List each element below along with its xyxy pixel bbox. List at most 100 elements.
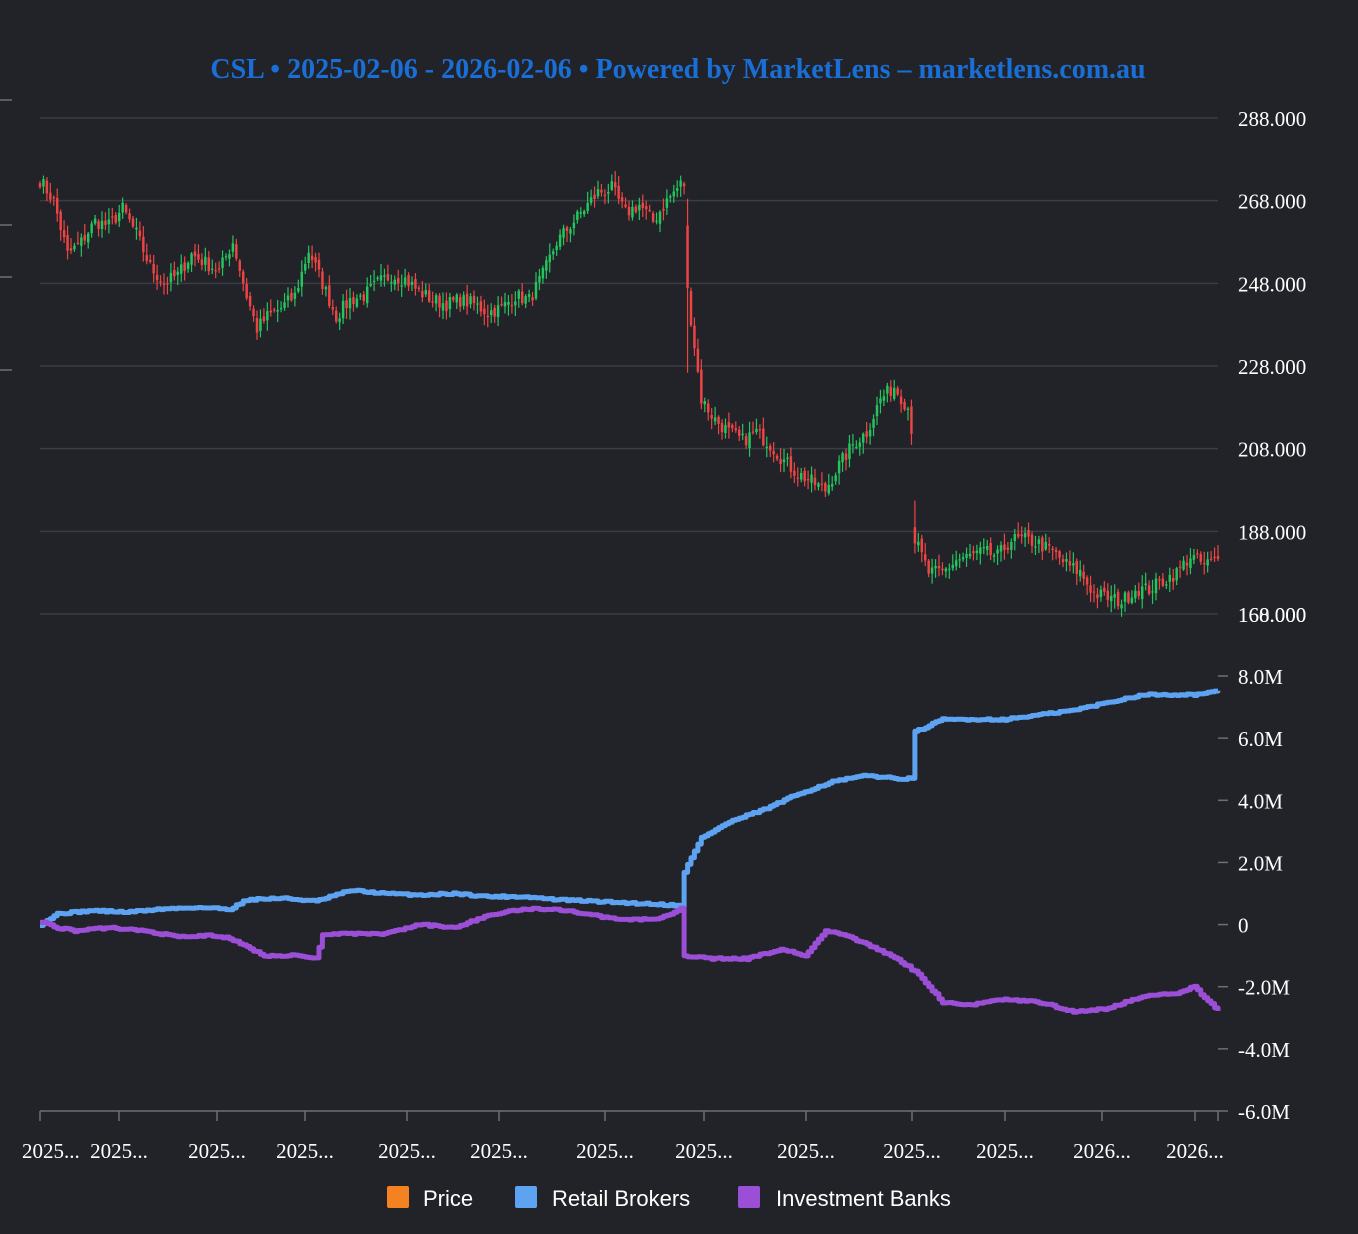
candle-body [1109,595,1113,602]
chart-title: CSL • 2025-02-06 - 2026-02-06 • Powered … [210,54,1145,85]
candle-body [555,245,558,251]
candle-body [314,257,317,263]
candle-body [520,291,524,304]
candle-body [517,290,521,299]
candle-body [462,295,465,306]
candle-body [328,285,331,306]
legend: Price Retail Brokers Investment Banks [387,1186,951,1211]
candle-body [1134,590,1137,599]
candle-body [80,237,83,246]
candle-body [830,483,834,487]
candle-body [851,444,855,446]
candle-body [586,203,589,212]
candle-body [1206,559,1209,566]
candle-body [169,272,173,283]
candle-body [620,197,624,202]
candle-body [131,218,135,227]
candle-body [710,415,713,419]
candle-body [579,212,583,214]
legend-item-retail-brokers[interactable]: Retail Brokers [515,1186,690,1211]
candle-body [793,470,796,476]
candle-body [148,260,152,262]
flow-tick-label: -4.0M [1238,1038,1290,1062]
candle-body [827,485,831,494]
legend-label-retail-brokers: Retail Brokers [552,1186,690,1211]
candle-body [558,234,562,247]
price-tick-label: 188.000 [1238,520,1306,544]
candle-body [820,483,824,485]
candle-body [855,446,858,449]
candle-body [221,257,224,268]
candle-body [958,559,961,561]
candle-body [424,290,428,295]
candle-body [1058,551,1061,558]
candle-body [1082,571,1085,579]
candle-body [972,551,975,554]
candle-body [879,398,882,404]
candle-body [658,211,662,224]
candle-body [1061,559,1065,563]
candle-body [1161,578,1165,586]
candle-body [100,220,104,230]
candle-body [1092,591,1096,593]
candle-body [1178,566,1182,568]
candle-body [1030,534,1034,546]
candle-body [469,296,472,305]
candle-body [241,271,245,284]
candle-body [996,549,999,554]
candle-body [634,206,638,213]
candle-body [455,294,459,303]
candle-body [679,180,682,187]
candle-body [779,459,782,465]
candle-body [768,445,772,451]
x-tick-label: 2025... [378,1139,436,1163]
candle-body [700,369,703,404]
candle-body [569,229,572,234]
candle-body [872,418,875,428]
candle-body [500,304,503,306]
candle-body [724,425,727,434]
candle-body [834,475,837,482]
series-line-retail-brokers[interactable] [40,688,1221,928]
price-tick-label: 248.000 [1238,272,1306,296]
candle-body [731,425,734,429]
price-tick-label: 168.000 [1238,603,1306,627]
candle-body [55,197,59,214]
candle-body [562,228,565,238]
candle-body [93,218,97,224]
x-tick-label: 2025... [470,1139,528,1163]
x-tick-label: 2025... [276,1139,334,1163]
candle-body [824,483,827,492]
candle-body [682,183,686,187]
series-line-investment-banks[interactable] [40,905,1221,1015]
candle-body [799,473,803,480]
legend-item-investment-banks[interactable]: Investment Banks [738,1186,951,1211]
candle-body [923,554,927,561]
candle-body [279,308,283,310]
candle-body [868,429,872,437]
legend-item-price[interactable]: Price [387,1186,473,1211]
candle-body [510,304,514,307]
candle-body [548,254,552,263]
candle-body [124,205,128,213]
candle-body [638,204,641,211]
candle-body [62,229,66,238]
candle-body [486,315,490,318]
candle-body [503,301,507,307]
candle-body [1158,579,1161,581]
candle-body [407,275,410,287]
candle-body [610,181,614,190]
candle-body [934,565,937,569]
candle-body [889,386,893,396]
candle-body [748,432,751,448]
candle-body [727,422,731,428]
candle-body [479,301,483,312]
candle-body [193,251,197,257]
legend-swatch-investment-banks [738,1186,760,1208]
flow-lines [40,688,1221,1015]
candle-body [892,387,896,399]
candle-body [307,252,310,263]
x-tick-label: 2025... [188,1139,246,1163]
candle-body [238,260,242,271]
candle-body [255,317,259,333]
